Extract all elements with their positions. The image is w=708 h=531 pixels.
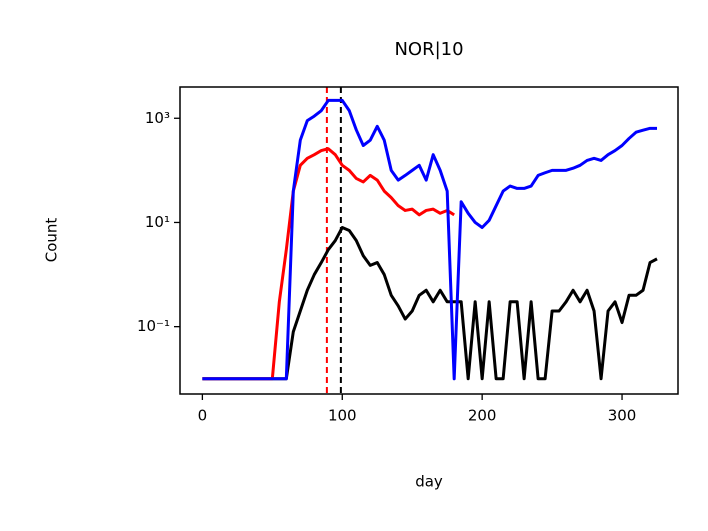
x-tick-label: 300 — [608, 407, 637, 425]
series-line — [202, 226, 658, 381]
y-tick-label: 10¹ — [145, 213, 170, 231]
y-tick-label: 10⁻¹ — [137, 317, 170, 335]
y-tick-label: 10³ — [145, 109, 170, 127]
x-axis-label: day — [415, 473, 443, 491]
x-tick-label: 100 — [328, 407, 357, 425]
y-axis-label: Count — [43, 218, 61, 263]
x-tick-label: 0 — [198, 407, 208, 425]
chart-title: NOR|10 — [394, 39, 463, 60]
series-line — [202, 98, 658, 381]
x-tick-label: 200 — [468, 407, 497, 425]
plot-frame — [179, 86, 679, 395]
series-line — [202, 147, 455, 381]
